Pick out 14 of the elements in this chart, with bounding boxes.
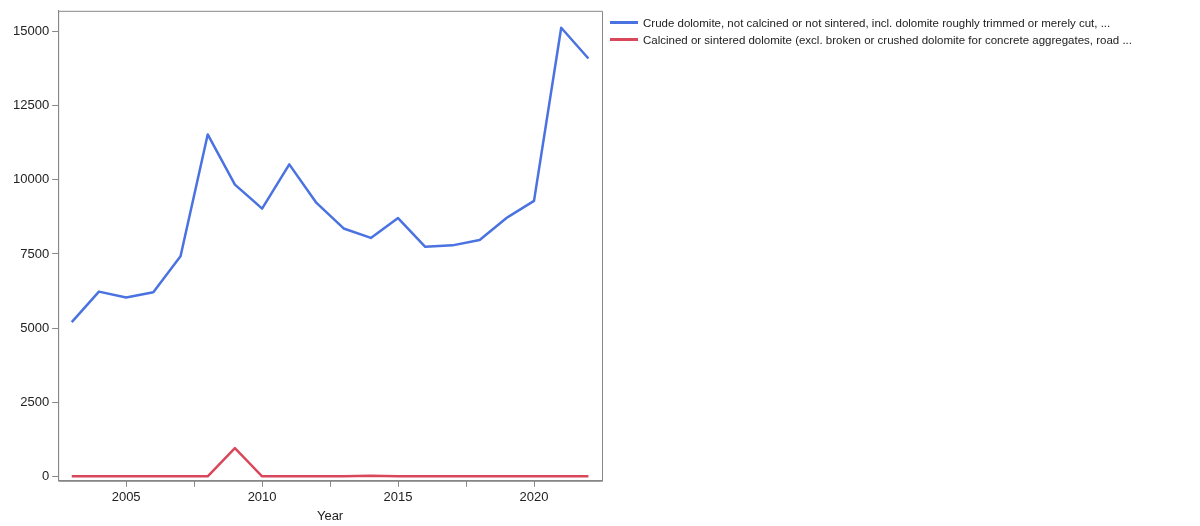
x-tick-label: 2005 — [111, 489, 141, 505]
x-tick-label: 2015 — [383, 489, 413, 505]
x-axis-title: Year — [316, 507, 344, 523]
y-tick-label: 5000 — [20, 319, 50, 335]
y-tick-label: 0 — [41, 467, 50, 483]
x-tick-label: 2010 — [247, 489, 277, 505]
legend-label: Calcined or sintered dolomite (excl. broken or crushed dolomite for concrete aggregates, road ... — [643, 33, 1133, 46]
y-tick-label: 12500 — [12, 97, 50, 113]
y-tick-label: 2500 — [20, 393, 50, 409]
y-tick-label: 7500 — [20, 245, 50, 261]
y-tick-label: 10000 — [12, 171, 50, 187]
x-tick-label: 2020 — [519, 489, 549, 505]
legend-label: Crude dolomite, not calcined or not sintered, incl. dolomite roughly trimmed or merely cut, ... — [643, 16, 1111, 29]
y-tick-label: 15000 — [12, 23, 50, 39]
